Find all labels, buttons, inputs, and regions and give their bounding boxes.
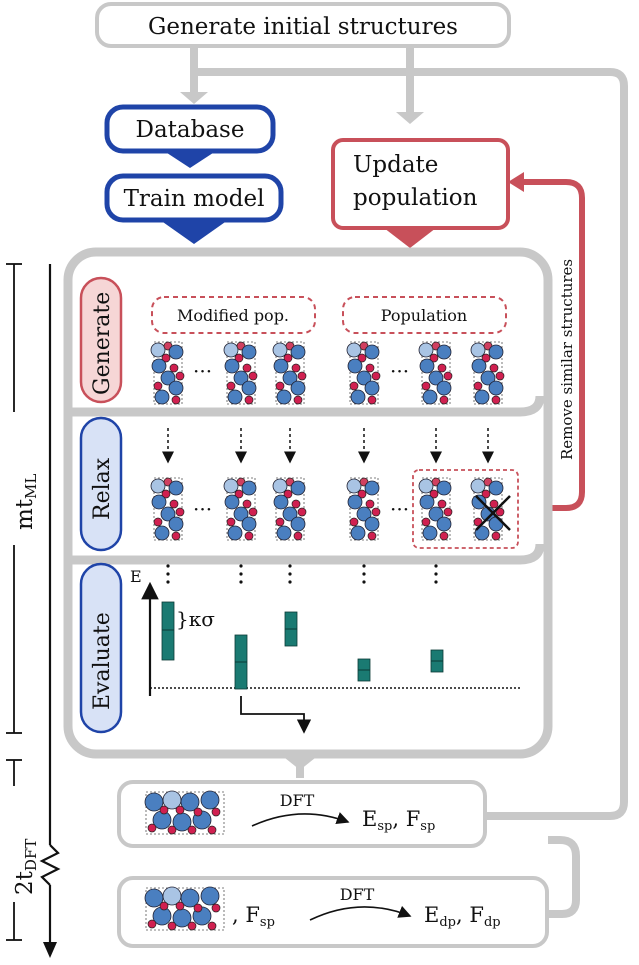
remove-similar-path xyxy=(518,179,585,511)
modified-pop-label: Modified pop. xyxy=(177,306,289,325)
sigma-label: }κσ xyxy=(176,607,215,631)
generate-initial-box xyxy=(95,2,511,48)
population-label: Population xyxy=(381,306,467,325)
dft-dp-input: , Fsp xyxy=(232,903,275,930)
removed-structure-cross xyxy=(475,495,511,531)
energy-bars xyxy=(161,601,444,690)
time-brackets xyxy=(6,263,22,941)
loop-divider-1 xyxy=(72,395,545,417)
top-flow-arrowhead-left xyxy=(180,92,208,104)
database-label: Database xyxy=(136,117,245,143)
selection-arrow xyxy=(240,696,312,734)
evaluate-dots xyxy=(166,564,438,584)
remove-similar-label: Remove similar structures xyxy=(558,259,576,460)
time-ml-label: mtML xyxy=(12,474,40,530)
modified-pop-box xyxy=(151,296,316,334)
stage-relax-label: Relax xyxy=(90,457,115,520)
relax-ellipsis-left: ··· xyxy=(193,497,212,521)
dft-dp-arrow xyxy=(309,905,412,921)
population-box xyxy=(342,296,507,334)
energy-axis-label: E xyxy=(130,567,142,586)
train-model-label: Train model xyxy=(124,186,265,212)
time-dft-label: 2tDFT xyxy=(12,839,40,895)
loop-bottom-arrowhead xyxy=(280,754,320,770)
dft-dp-output: Edp, Fdp xyxy=(424,903,501,930)
time-axis xyxy=(39,264,61,945)
energy-bar xyxy=(161,601,175,661)
stage-relax-pill xyxy=(79,416,123,552)
database-arrowhead xyxy=(164,151,216,168)
time-axis-arrowhead xyxy=(43,942,57,958)
remove-similar-arrowhead xyxy=(508,172,524,192)
top-flow-arrowhead-right xyxy=(396,112,424,124)
stage-evaluate-pill xyxy=(79,562,123,734)
dft-sp-arrow xyxy=(251,812,350,827)
generate-ellipsis-left: ··· xyxy=(193,359,212,383)
update-population-line1: Update xyxy=(353,152,438,178)
train-model-arrowhead xyxy=(160,220,228,244)
loop-divider-2 xyxy=(72,543,545,565)
similar-structures-box xyxy=(412,469,519,549)
relax-ellipsis-right: ··· xyxy=(390,497,409,521)
dft-sp-output: Esp, Fsp xyxy=(362,807,435,834)
generate-initial-label: Generate initial structures xyxy=(148,14,458,40)
stage-evaluate-label: Evaluate xyxy=(90,612,115,710)
stage-generate-pill xyxy=(79,276,123,404)
update-population-arrowhead xyxy=(384,228,436,248)
generate-ellipsis-right: ··· xyxy=(390,359,409,383)
dft-sp-arrow-label: DFT xyxy=(280,791,315,810)
stage-generate-label: Generate xyxy=(90,292,115,395)
dft-dp-arrow-label: DFT xyxy=(340,885,375,904)
update-population-line2: population xyxy=(353,185,478,211)
